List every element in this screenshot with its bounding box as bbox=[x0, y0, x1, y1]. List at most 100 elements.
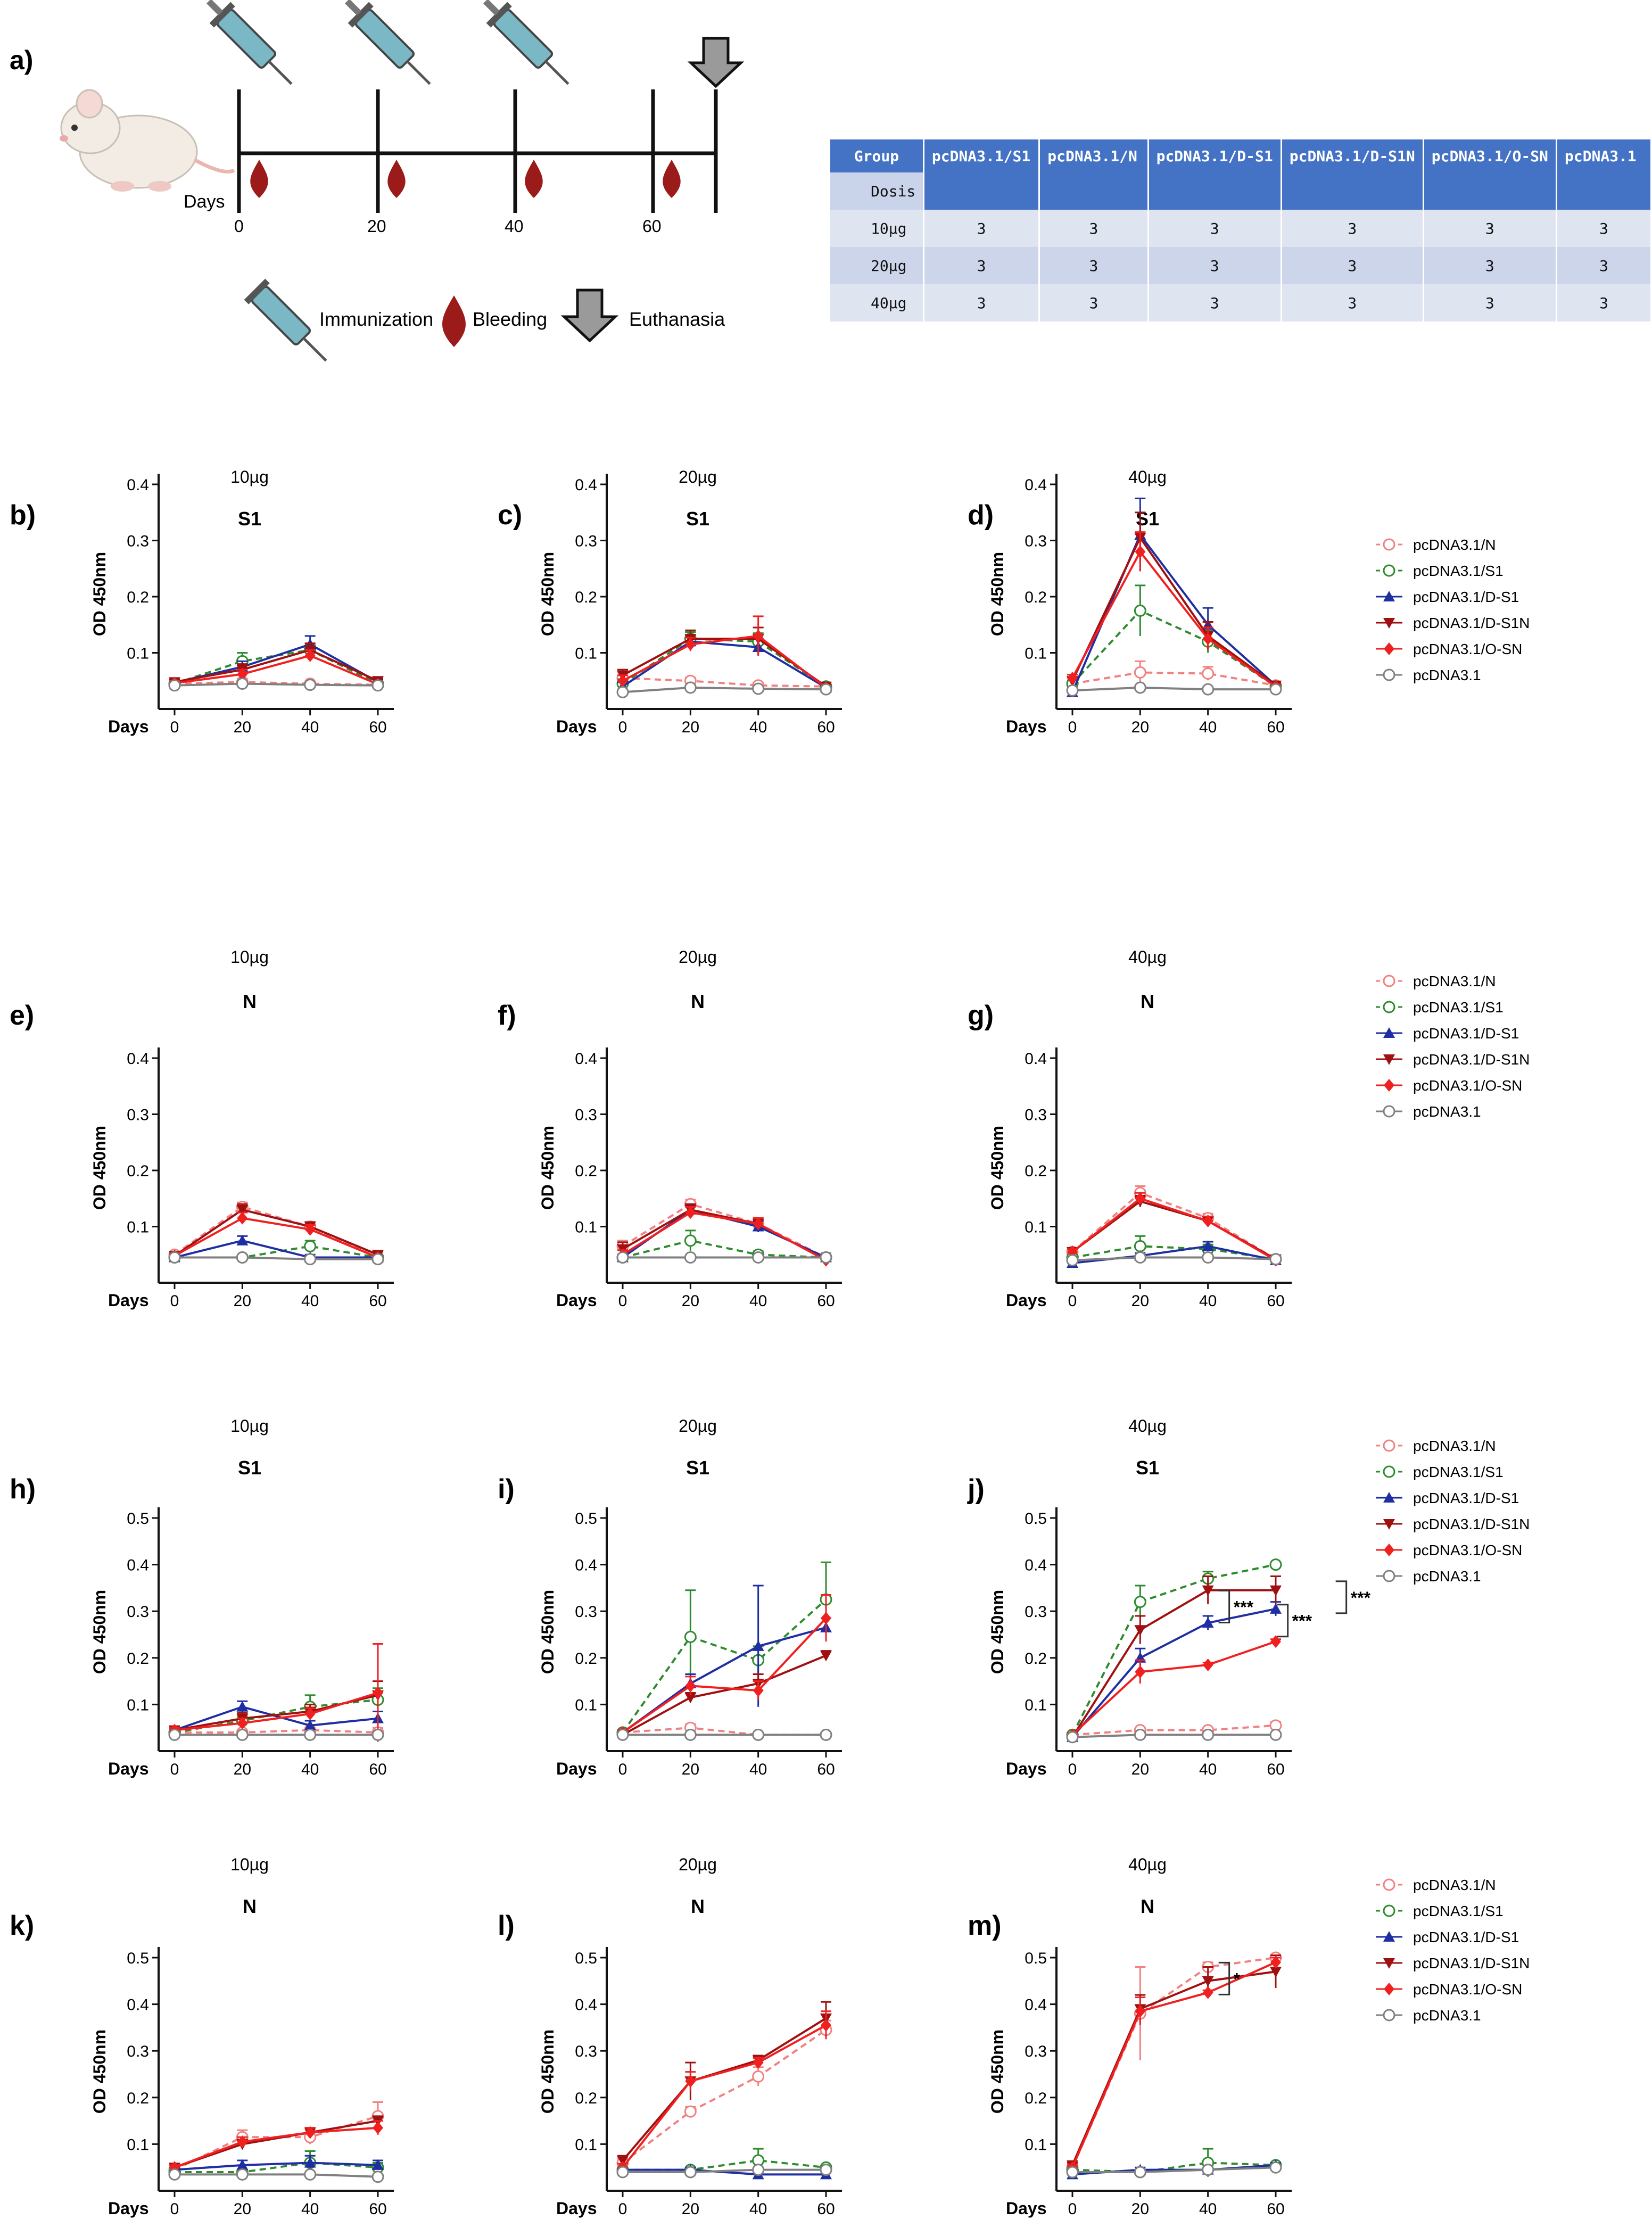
significance-bracket bbox=[1335, 1580, 1348, 1614]
x-tick-label: 60 bbox=[817, 2200, 835, 2218]
series-line bbox=[622, 2017, 827, 2161]
x-tick-label: 40 bbox=[1199, 1292, 1217, 1310]
legend-bleeding: Bleeding bbox=[473, 308, 547, 330]
data-point bbox=[1134, 1728, 1146, 1741]
data-point bbox=[1269, 2161, 1282, 2174]
data-point bbox=[684, 1693, 697, 1704]
series-pcdna3-1-o-sn bbox=[169, 2120, 383, 2174]
legend-entry: pcDNA3.1/D-S1 bbox=[1413, 1929, 1519, 1945]
panel-label: c) bbox=[498, 500, 522, 531]
significance-label: * bbox=[1234, 1969, 1241, 1989]
down-arrow-icon bbox=[687, 37, 745, 88]
significance-bracket bbox=[1218, 1961, 1230, 1995]
chart-antigen-title: S1 bbox=[686, 1457, 709, 1479]
data-point bbox=[1066, 684, 1079, 697]
series-line bbox=[1072, 686, 1276, 692]
series-line bbox=[174, 2126, 378, 2169]
y-tick-label: 0.4 bbox=[575, 1050, 597, 1068]
table-header-row: Group pcDNA3.1/S1 pcDNA3.1/N pcDNA3.1/D-… bbox=[830, 139, 1652, 172]
series-line bbox=[1071, 535, 1277, 687]
x-tick-label: 60 bbox=[369, 719, 386, 736]
y-tick-label: 0.1 bbox=[127, 1696, 149, 1714]
data-point bbox=[1066, 1731, 1079, 1744]
data-point bbox=[685, 1679, 696, 1693]
series-line bbox=[174, 1705, 378, 1731]
series-line bbox=[1071, 1957, 1276, 2168]
data-point bbox=[1202, 1976, 1214, 1987]
data-point bbox=[616, 1251, 629, 1264]
series-line bbox=[622, 1211, 827, 1261]
data-point bbox=[821, 1612, 831, 1625]
panel-label: i) bbox=[498, 1474, 515, 1505]
data-point bbox=[304, 1719, 316, 1730]
chart-panel-i: i) 20µg S1 0.1 0.2 0.3 0.4 0.5 OD 450nm Days 0 20 40… bbox=[498, 1416, 842, 1778]
data-point bbox=[168, 2168, 181, 2181]
legend-marker bbox=[1383, 1054, 1395, 1065]
y-tick-label: 0.3 bbox=[1025, 533, 1047, 550]
legend-entry: pcDNA3.1/D-S1 bbox=[1413, 589, 1519, 605]
series-line bbox=[1072, 2161, 1276, 2173]
x-tick-label: 20 bbox=[682, 2200, 699, 2218]
legend-immunization: Immunization bbox=[319, 308, 433, 330]
legend-entry: pcDNA3.1/N bbox=[1413, 1438, 1496, 1454]
data-point bbox=[820, 1728, 832, 1741]
data-point bbox=[752, 2164, 765, 2176]
chart-dose-title: 10µg bbox=[230, 1855, 269, 1874]
data-point bbox=[684, 1728, 697, 1741]
x-tick-label: 60 bbox=[1267, 1292, 1284, 1310]
panel-label: g) bbox=[968, 1000, 994, 1031]
legend-marker bbox=[1383, 1027, 1395, 1038]
chart-panel-g: g) 40µg N 0.1 0.2 0.3 0.4 OD 450nm Days 0 20 40 60 bbox=[968, 947, 1292, 1310]
series-line bbox=[175, 1729, 378, 1734]
chart-antigen-title: N bbox=[1141, 991, 1154, 1012]
legend-marker bbox=[1383, 1439, 1395, 1452]
chart-panel-h: h) 10µg S1 0.1 0.2 0.3 0.4 0.5 OD 450nm Days 0 20 40… bbox=[10, 1416, 394, 1778]
y-tick-label: 0.2 bbox=[127, 589, 149, 606]
x-tick-label: 40 bbox=[301, 1761, 319, 1778]
data-point bbox=[1269, 1253, 1282, 1266]
legend-marker bbox=[1383, 1878, 1395, 1891]
series-line bbox=[1072, 1724, 1276, 1736]
data-point bbox=[1269, 1558, 1282, 1571]
x-axis-label: Days bbox=[1006, 1291, 1047, 1310]
data-point bbox=[237, 1211, 248, 1225]
data-point bbox=[684, 2166, 697, 2179]
data-point bbox=[1270, 1603, 1282, 1614]
data-point bbox=[371, 1728, 384, 1741]
data-point bbox=[1202, 683, 1215, 696]
chart-antigen-title: N bbox=[243, 1895, 257, 1917]
chart-panel-d: d) 40µg S1 0.1 0.2 0.3 0.4 OD 450nm Days 0 20 40 60 bbox=[968, 467, 1292, 736]
data-point bbox=[1134, 1596, 1146, 1608]
chart-dose-title: 20µg bbox=[679, 947, 717, 967]
data-point bbox=[1202, 1240, 1214, 1251]
y-tick-label: 0.2 bbox=[1025, 589, 1047, 606]
data-point bbox=[304, 2168, 317, 2181]
panel-label: k) bbox=[10, 1910, 34, 1941]
series-line bbox=[622, 1626, 827, 1734]
legend-marker bbox=[1383, 618, 1395, 629]
x-tick-label: 40 bbox=[1199, 2200, 1217, 2218]
syringe-icon bbox=[244, 278, 327, 362]
x-axis-label: Days bbox=[1006, 2199, 1047, 2218]
chart-panel-l: l) 20µg N 0.1 0.2 0.3 0.4 0.5 OD 450nm Days 0 20 40 6… bbox=[498, 1855, 842, 2218]
series-pcdna3-1-n bbox=[616, 1721, 832, 1741]
data-point bbox=[304, 1253, 317, 1266]
significance-bracket bbox=[1218, 1589, 1230, 1623]
timeline: Days 0 20 40 60 bbox=[184, 89, 718, 236]
chart-panel-c: c) 20µg S1 0.1 0.2 0.3 0.4 OD 450nm Days 0 20 40 60 bbox=[498, 467, 842, 736]
y-tick-label: 0.5 bbox=[1025, 1950, 1047, 1967]
data-point bbox=[1066, 1254, 1079, 1267]
series-pcdna3-1 bbox=[1066, 1251, 1282, 1267]
table-cell: 3 bbox=[1423, 210, 1557, 247]
blood-drop-icon bbox=[525, 160, 543, 198]
data-point bbox=[236, 1234, 249, 1245]
panel-label: f) bbox=[498, 1000, 516, 1031]
data-point bbox=[1270, 1635, 1281, 1648]
chart-panel-b: b) 10µg S1 0.1 0.2 0.3 0.4 OD 450nm Days 0 20 40 60 bbox=[10, 467, 394, 736]
series-line bbox=[174, 1208, 378, 1257]
y-tick-label: 0.1 bbox=[1025, 1696, 1047, 1714]
legend-entry: pcDNA3.1/D-S1N bbox=[1413, 1051, 1530, 1068]
data-point bbox=[304, 1240, 317, 1252]
chart-dose-title: 20µg bbox=[679, 1416, 717, 1435]
